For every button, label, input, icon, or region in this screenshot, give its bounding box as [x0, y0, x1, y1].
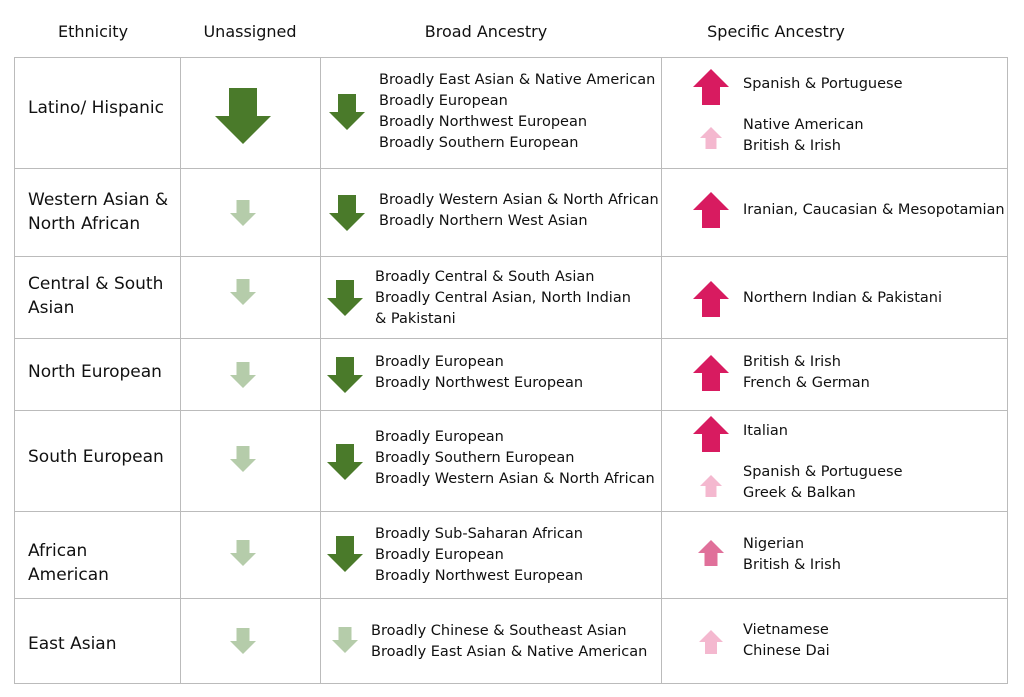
- list-item: Chinese Dai: [743, 643, 830, 659]
- row-divider: [14, 511, 1008, 512]
- broad-list: Broadly East Asian & Native American Broa…: [379, 70, 655, 154]
- down-arrow: [327, 357, 363, 393]
- ethnicity: Latino/ Hispanic: [28, 98, 164, 118]
- list-item: Broadly Central Asian, North Indian & Pa…: [375, 290, 631, 327]
- down-arrow: [329, 94, 365, 130]
- header-cell: Unassigned: [203, 22, 297, 41]
- broad-list: Broadly Central & South Asian Broadly Cen…: [375, 267, 640, 330]
- ethnicity: East Asian: [28, 634, 117, 654]
- list-item: Spanish & Portuguese: [743, 464, 903, 480]
- down-arrow: [230, 540, 256, 566]
- up-arrow: [693, 69, 729, 105]
- list-item: Broadly European: [379, 93, 508, 109]
- list-item: Vietnamese: [743, 622, 829, 638]
- header-cell: Broad Ancestry: [424, 22, 548, 41]
- list-item: Broadly Sub-Saharan African: [375, 526, 583, 542]
- up-arrow: [693, 416, 729, 452]
- list-item: Nigerian: [743, 536, 805, 552]
- up-arrow: [700, 475, 722, 497]
- list-item: Broadly European: [375, 547, 504, 563]
- specific-list: Spanish & Portuguese Greek & Balkan: [743, 462, 903, 504]
- list-item: Broadly Southern European: [379, 135, 579, 151]
- list-item: Broadly Northwest European: [379, 114, 588, 130]
- list-item: British & Irish: [743, 354, 841, 370]
- down-arrow: [329, 195, 365, 231]
- row-divider: [14, 256, 1008, 257]
- list-item: French & German: [743, 375, 870, 391]
- ethnicity: North European: [28, 362, 162, 382]
- broad-list: Broadly Western Asian & North African Bro…: [379, 190, 659, 232]
- broad-list: Broadly European Broadly Southern Europea…: [375, 427, 655, 490]
- up-arrow: [693, 281, 729, 317]
- table-border: [14, 57, 1008, 684]
- list-item: Iranian, Caucasian & Mesopotamian: [743, 202, 1005, 218]
- ethnicity: South European: [28, 447, 164, 467]
- column-divider: [661, 57, 662, 684]
- specific-list: Vietnamese Chinese Dai: [743, 620, 830, 662]
- list-item: Broadly European: [375, 429, 504, 445]
- list-item: British & Irish: [743, 557, 841, 573]
- up-arrow: [699, 630, 723, 654]
- list-item: Broadly Northwest European: [375, 568, 584, 584]
- specific-list: Northern Indian & Pakistani: [743, 288, 942, 309]
- header-cell: Specific Ancestry: [707, 22, 845, 41]
- specific-list: Nigerian British & Irish: [743, 534, 841, 576]
- down-arrow: [215, 88, 271, 144]
- specific-list: Italian: [743, 421, 788, 442]
- column-divider: [180, 57, 181, 684]
- row-divider: [14, 598, 1008, 599]
- list-item: Broadly Central & South Asian: [375, 269, 595, 285]
- up-arrow: [693, 192, 729, 228]
- down-arrow: [230, 362, 256, 388]
- list-item: Broadly East Asian & Native American: [379, 72, 656, 88]
- list-item: British & Irish: [743, 138, 841, 154]
- down-arrow: [230, 628, 256, 654]
- list-item: Broadly Northern West Asian: [379, 213, 588, 229]
- down-arrow: [327, 444, 363, 480]
- specific-list: Iranian, Caucasian & Mesopotamian: [743, 200, 1005, 221]
- down-arrow: [327, 536, 363, 572]
- list-item: Italian: [743, 423, 788, 439]
- row-divider: [14, 410, 1008, 411]
- down-arrow: [327, 280, 363, 316]
- column-divider: [320, 57, 321, 684]
- row-divider: [14, 168, 1008, 169]
- list-item: Northern Indian & Pakistani: [743, 290, 943, 306]
- list-item: Broadly Western Asian & North African: [375, 471, 655, 487]
- up-arrow: [698, 540, 724, 566]
- up-arrow: [700, 127, 722, 149]
- ethnicity: Central & South Asian: [28, 274, 164, 318]
- broad-list: Broadly European Broadly Northwest Europe…: [375, 352, 583, 394]
- broad-list: Broadly Sub-Saharan African Broadly Europ…: [375, 524, 583, 587]
- down-arrow: [230, 200, 256, 226]
- specific-list: Spanish & Portuguese: [743, 74, 903, 95]
- list-item: Broadly Northwest European: [375, 375, 584, 391]
- header-cell: Ethnicity: [57, 22, 129, 41]
- broad-list: Broadly Chinese & Southeast Asian Broadly…: [371, 621, 647, 663]
- ethnicity: African American: [28, 541, 109, 585]
- row-divider: [14, 338, 1008, 339]
- list-item: Broadly East Asian & Native American: [371, 644, 648, 660]
- list-item: Native American: [743, 117, 864, 133]
- list-item: Greek & Balkan: [743, 485, 856, 501]
- up-arrow: [693, 355, 729, 391]
- list-item: Broadly Western Asian & North African: [379, 192, 659, 208]
- specific-list: British & Irish French & German: [743, 352, 870, 394]
- list-item: Broadly Chinese & Southeast Asian: [371, 623, 627, 639]
- list-item: Spanish & Portuguese: [743, 76, 903, 92]
- specific-list: Native American British & Irish: [743, 115, 864, 157]
- list-item: Broadly European: [375, 354, 504, 370]
- down-arrow: [332, 627, 358, 653]
- ethnicity: Western Asian & North African: [28, 190, 169, 234]
- list-item: Broadly Southern European: [375, 450, 575, 466]
- down-arrow: [230, 279, 256, 305]
- down-arrow: [230, 446, 256, 472]
